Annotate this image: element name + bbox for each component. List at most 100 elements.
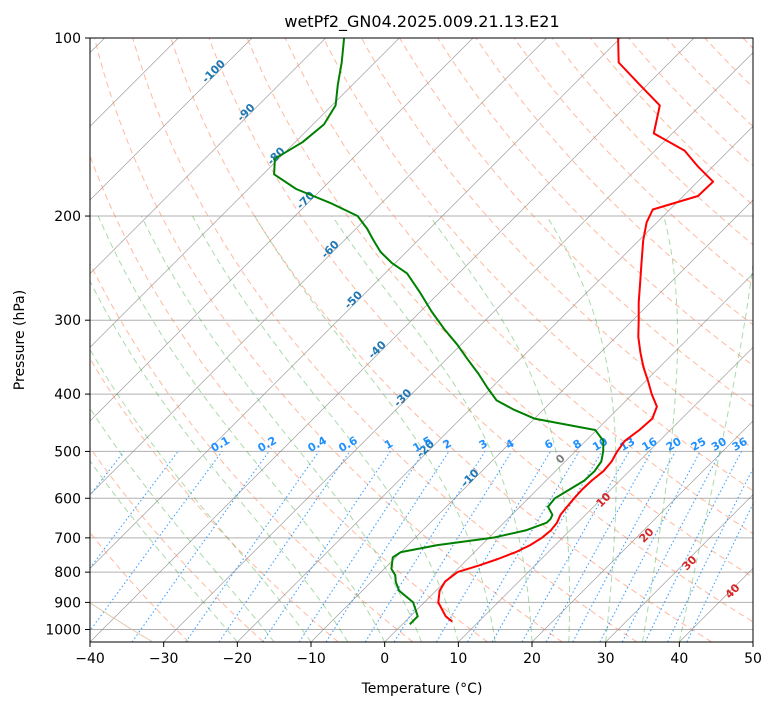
isotherm-line	[531, 420, 753, 642]
y-tick-label: 400	[54, 387, 81, 403]
moist-adiabat-line	[546, 215, 617, 642]
dry-adiabat-line	[704, 38, 753, 88]
x-axis-ticks: −40 −30 −20 −10 0 10 20 30 40 50	[75, 642, 762, 667]
x-tick-label: 30	[597, 651, 615, 667]
y-tick-label: 200	[54, 209, 81, 225]
dry-adiabat-line	[551, 38, 753, 246]
mixing-ratio-line	[545, 451, 652, 642]
isotherm-line	[163, 52, 753, 642]
moist-adiabat-line	[90, 407, 275, 642]
x-axis-label: Temperature (°C)	[361, 681, 483, 697]
x-tick-label: 10	[449, 651, 467, 667]
mixing-ratio-line	[185, 451, 320, 642]
mixing-ratio-line	[90, 451, 179, 569]
dry-adiabat-line	[170, 38, 712, 642]
mixing-ratio-label: 2	[441, 437, 454, 452]
moist-adiabat-line	[90, 459, 238, 642]
dry-adiabat-line	[666, 38, 753, 128]
x-tick-label: −30	[149, 651, 179, 667]
isotherm-line	[90, 38, 474, 422]
x-tick-label: 50	[744, 651, 762, 667]
dry-adiabat-line	[322, 38, 753, 492]
wetbulb-label: 0	[553, 451, 568, 466]
dry-adiabat-line	[589, 38, 753, 206]
mixing-ratio-line	[393, 451, 513, 642]
dry-adiabat-line	[90, 357, 339, 642]
moist-adiabat-line	[97, 215, 386, 642]
y-axis-ticks: 100 200 300 400 500 600 700 800 900 1000	[45, 31, 90, 638]
isotherm-label: -100	[199, 57, 228, 86]
background-lines	[90, 38, 753, 642]
isotherm-line	[384, 273, 753, 642]
x-tick-label: −40	[75, 651, 105, 667]
mixing-ratio-line	[467, 451, 580, 642]
y-tick-label: 900	[54, 595, 81, 611]
isotherm-line	[90, 38, 621, 569]
y-tick-label: 100	[54, 31, 81, 47]
y-axis-label: Pressure (hPa)	[12, 290, 28, 390]
isotherm-label: -90	[234, 101, 257, 124]
dry-adiabat-line	[246, 38, 753, 578]
mixing-ratio-line	[621, 451, 722, 642]
mixing-ratio-line	[644, 451, 742, 642]
mixing-ratio-line	[325, 451, 450, 642]
isotherm-line	[605, 494, 753, 642]
dry-adiabat-line	[284, 38, 753, 535]
mixing-ratio-line	[131, 451, 270, 642]
dry-adiabat-line	[437, 38, 753, 367]
dry-adiabat-line	[94, 38, 563, 642]
y-tick-label: 500	[54, 444, 81, 460]
isotherm-line	[90, 38, 326, 275]
isotherm-line	[458, 346, 753, 642]
dry-adiabat-line	[742, 38, 753, 49]
isotherm-line	[90, 38, 253, 201]
mixing-ratio-line	[298, 451, 425, 642]
dry-adiabat-line	[90, 446, 264, 642]
dry-adiabat-line	[90, 154, 488, 642]
dry-adiabat-line	[208, 38, 753, 623]
x-tick-label: −20	[223, 651, 253, 667]
isotherm-label: -50	[342, 288, 365, 311]
isotherm-label: -60	[319, 238, 342, 261]
x-tick-label: −10	[296, 651, 326, 667]
x-tick-label: 0	[380, 651, 389, 667]
mixing-ratio-line	[667, 467, 753, 642]
mixing-ratio-line	[686, 502, 753, 642]
isotherm-line	[90, 38, 695, 642]
y-tick-label: 800	[54, 565, 81, 581]
mixing-ratio-line	[435, 451, 552, 642]
y-tick-label: 700	[54, 531, 81, 547]
x-tick-label: 20	[523, 651, 541, 667]
isotherm-line	[237, 125, 753, 642]
moist-adiabat-line	[678, 260, 753, 642]
y-tick-label: 300	[54, 313, 81, 329]
mixing-ratio-line	[521, 451, 630, 642]
moist-adiabat-line	[642, 215, 678, 642]
y-tick-label: 1000	[45, 622, 81, 638]
dewpoint-profile-line	[273, 38, 605, 626]
isotherm-label: -30	[391, 386, 414, 409]
moist-adiabat-line	[140, 215, 422, 642]
isotherm-line	[90, 38, 547, 496]
mixing-ratio-label: 6	[542, 437, 555, 452]
isotherm-label: -40	[366, 338, 389, 361]
dry-adiabat-line	[90, 262, 414, 642]
moist-adiabat-line	[192, 215, 459, 642]
wetbulb-label: 30	[680, 553, 700, 573]
profile-series	[273, 38, 715, 626]
dry-adiabat-line	[475, 38, 753, 326]
mixing-ratio-line	[90, 451, 223, 632]
plot-frame	[89, 37, 754, 643]
wetbulb-label: 20	[637, 525, 657, 545]
isotherm-line	[752, 641, 753, 642]
moist-adiabat-line	[90, 348, 312, 642]
chart-title: wetPf2_GN04.2025.009.21.13.E21	[284, 12, 559, 32]
mixing-ratio-line	[572, 451, 676, 642]
wetbulb-label: 10	[594, 490, 614, 510]
isotherm-line	[679, 567, 753, 642]
isotherm-line	[90, 38, 400, 348]
mixing-ratio-label: 4	[503, 437, 516, 452]
dry-adiabat-line	[513, 38, 753, 286]
moist-adiabat-line	[331, 215, 533, 642]
